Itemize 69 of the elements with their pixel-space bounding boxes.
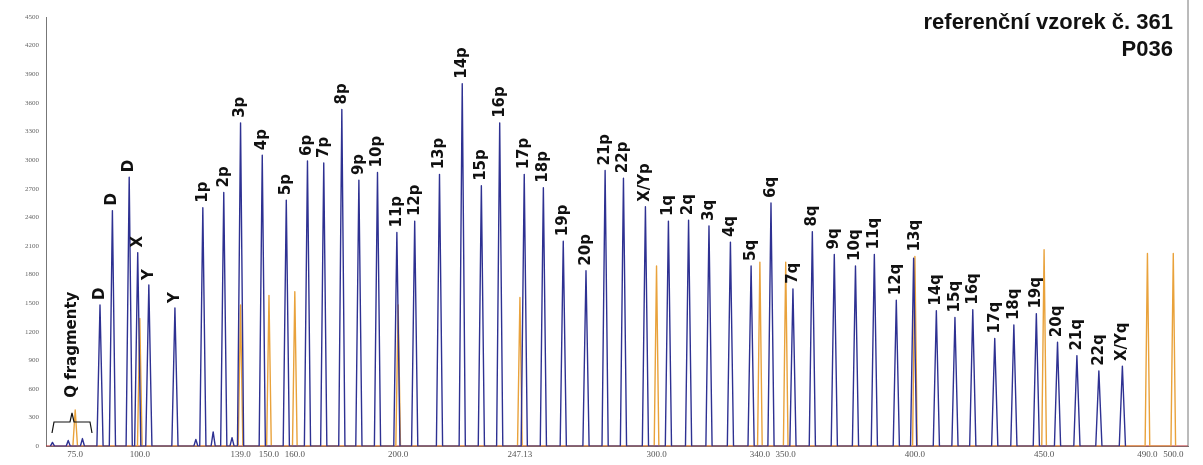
annotation: Y: [164, 290, 183, 304]
x-tick-label: 490.0: [1137, 448, 1159, 459]
annotation: 19p: [553, 204, 572, 237]
annotation: 1p: [192, 181, 211, 203]
annotation: 17q: [984, 301, 1003, 334]
annotation: 3q: [698, 199, 717, 221]
text: P036: [1120, 35, 1173, 62]
annotation: 9p: [348, 153, 367, 176]
annotation: 17p: [514, 137, 533, 170]
annotation: 20q: [1047, 305, 1066, 338]
x-tick-label: 75.0: [67, 448, 84, 459]
annotation: 10p: [367, 135, 386, 168]
annotation: 12p: [404, 184, 423, 217]
annotation: 10q: [845, 229, 864, 261]
annotation: 4p: [252, 128, 271, 151]
annotation: 8p: [331, 83, 350, 105]
annotation: 4q: [720, 215, 739, 238]
x-tick-label: 500.0: [1163, 448, 1184, 459]
annotation: 14p: [452, 46, 471, 79]
annotation: 3p: [230, 96, 249, 118]
annotation: 18p: [533, 150, 552, 183]
x-tick-label: 340.0: [749, 448, 771, 459]
annotation: D: [89, 287, 108, 301]
annotation: 7p: [313, 136, 332, 158]
annotation: X/Yq: [1112, 322, 1131, 362]
annotation: 11q: [864, 217, 883, 250]
annotation: 20p: [575, 233, 594, 266]
annotation: 18q: [1003, 288, 1022, 321]
annotation: 16q: [962, 273, 981, 305]
x-tick-label: 400.0: [904, 448, 926, 459]
x-tick-label: 300.0: [646, 448, 668, 459]
annotation: 16p: [489, 86, 508, 118]
annotation: 22q: [1088, 334, 1107, 366]
x-tick-label: 247.13: [507, 448, 533, 459]
x-tick-label: 350.0: [775, 448, 797, 459]
annotation: Y: [138, 268, 157, 282]
annotation: D: [119, 159, 138, 173]
x-tick-label: 450.0: [1033, 448, 1055, 459]
x-tick-label: 139.0: [230, 448, 252, 459]
annotation: 7q: [782, 262, 801, 284]
x-tick-label: 100.0: [129, 448, 151, 459]
annotation: 6p: [297, 134, 316, 157]
annotation: 6q: [760, 176, 779, 198]
annotation: X/Yp: [635, 162, 654, 202]
annotation: 21p: [595, 133, 614, 166]
annotation: 14q: [926, 274, 945, 306]
annotation: X: [127, 235, 146, 248]
annotation: 1q: [658, 194, 677, 217]
annotation: 13q: [904, 219, 923, 252]
annotation: 22p: [613, 141, 632, 174]
annotation: D: [102, 193, 121, 206]
annotation: 21q: [1066, 318, 1085, 351]
annotation: 11p: [386, 195, 405, 228]
annotation: 2q: [678, 193, 697, 216]
annotation: 15p: [471, 148, 490, 181]
annotation: Q fragmenty: [61, 291, 80, 398]
annotation: 12q: [886, 263, 905, 296]
annotation: 9q: [824, 228, 843, 250]
annotation: 15q: [944, 280, 963, 313]
x-tick-label: 160.0: [284, 448, 306, 459]
x-tick-label: 200.0: [388, 448, 409, 459]
chart-title: referenční vzorek č. 361: [923, 8, 1173, 35]
annotation: 19q: [1026, 277, 1045, 309]
annotation: 2p: [213, 166, 232, 188]
annotation: 13p: [429, 137, 448, 170]
x-tick-label: 150.0: [258, 448, 280, 459]
annotation: 5q: [740, 239, 759, 261]
annotation: 5p: [276, 173, 295, 196]
annotation: 8q: [802, 205, 821, 227]
